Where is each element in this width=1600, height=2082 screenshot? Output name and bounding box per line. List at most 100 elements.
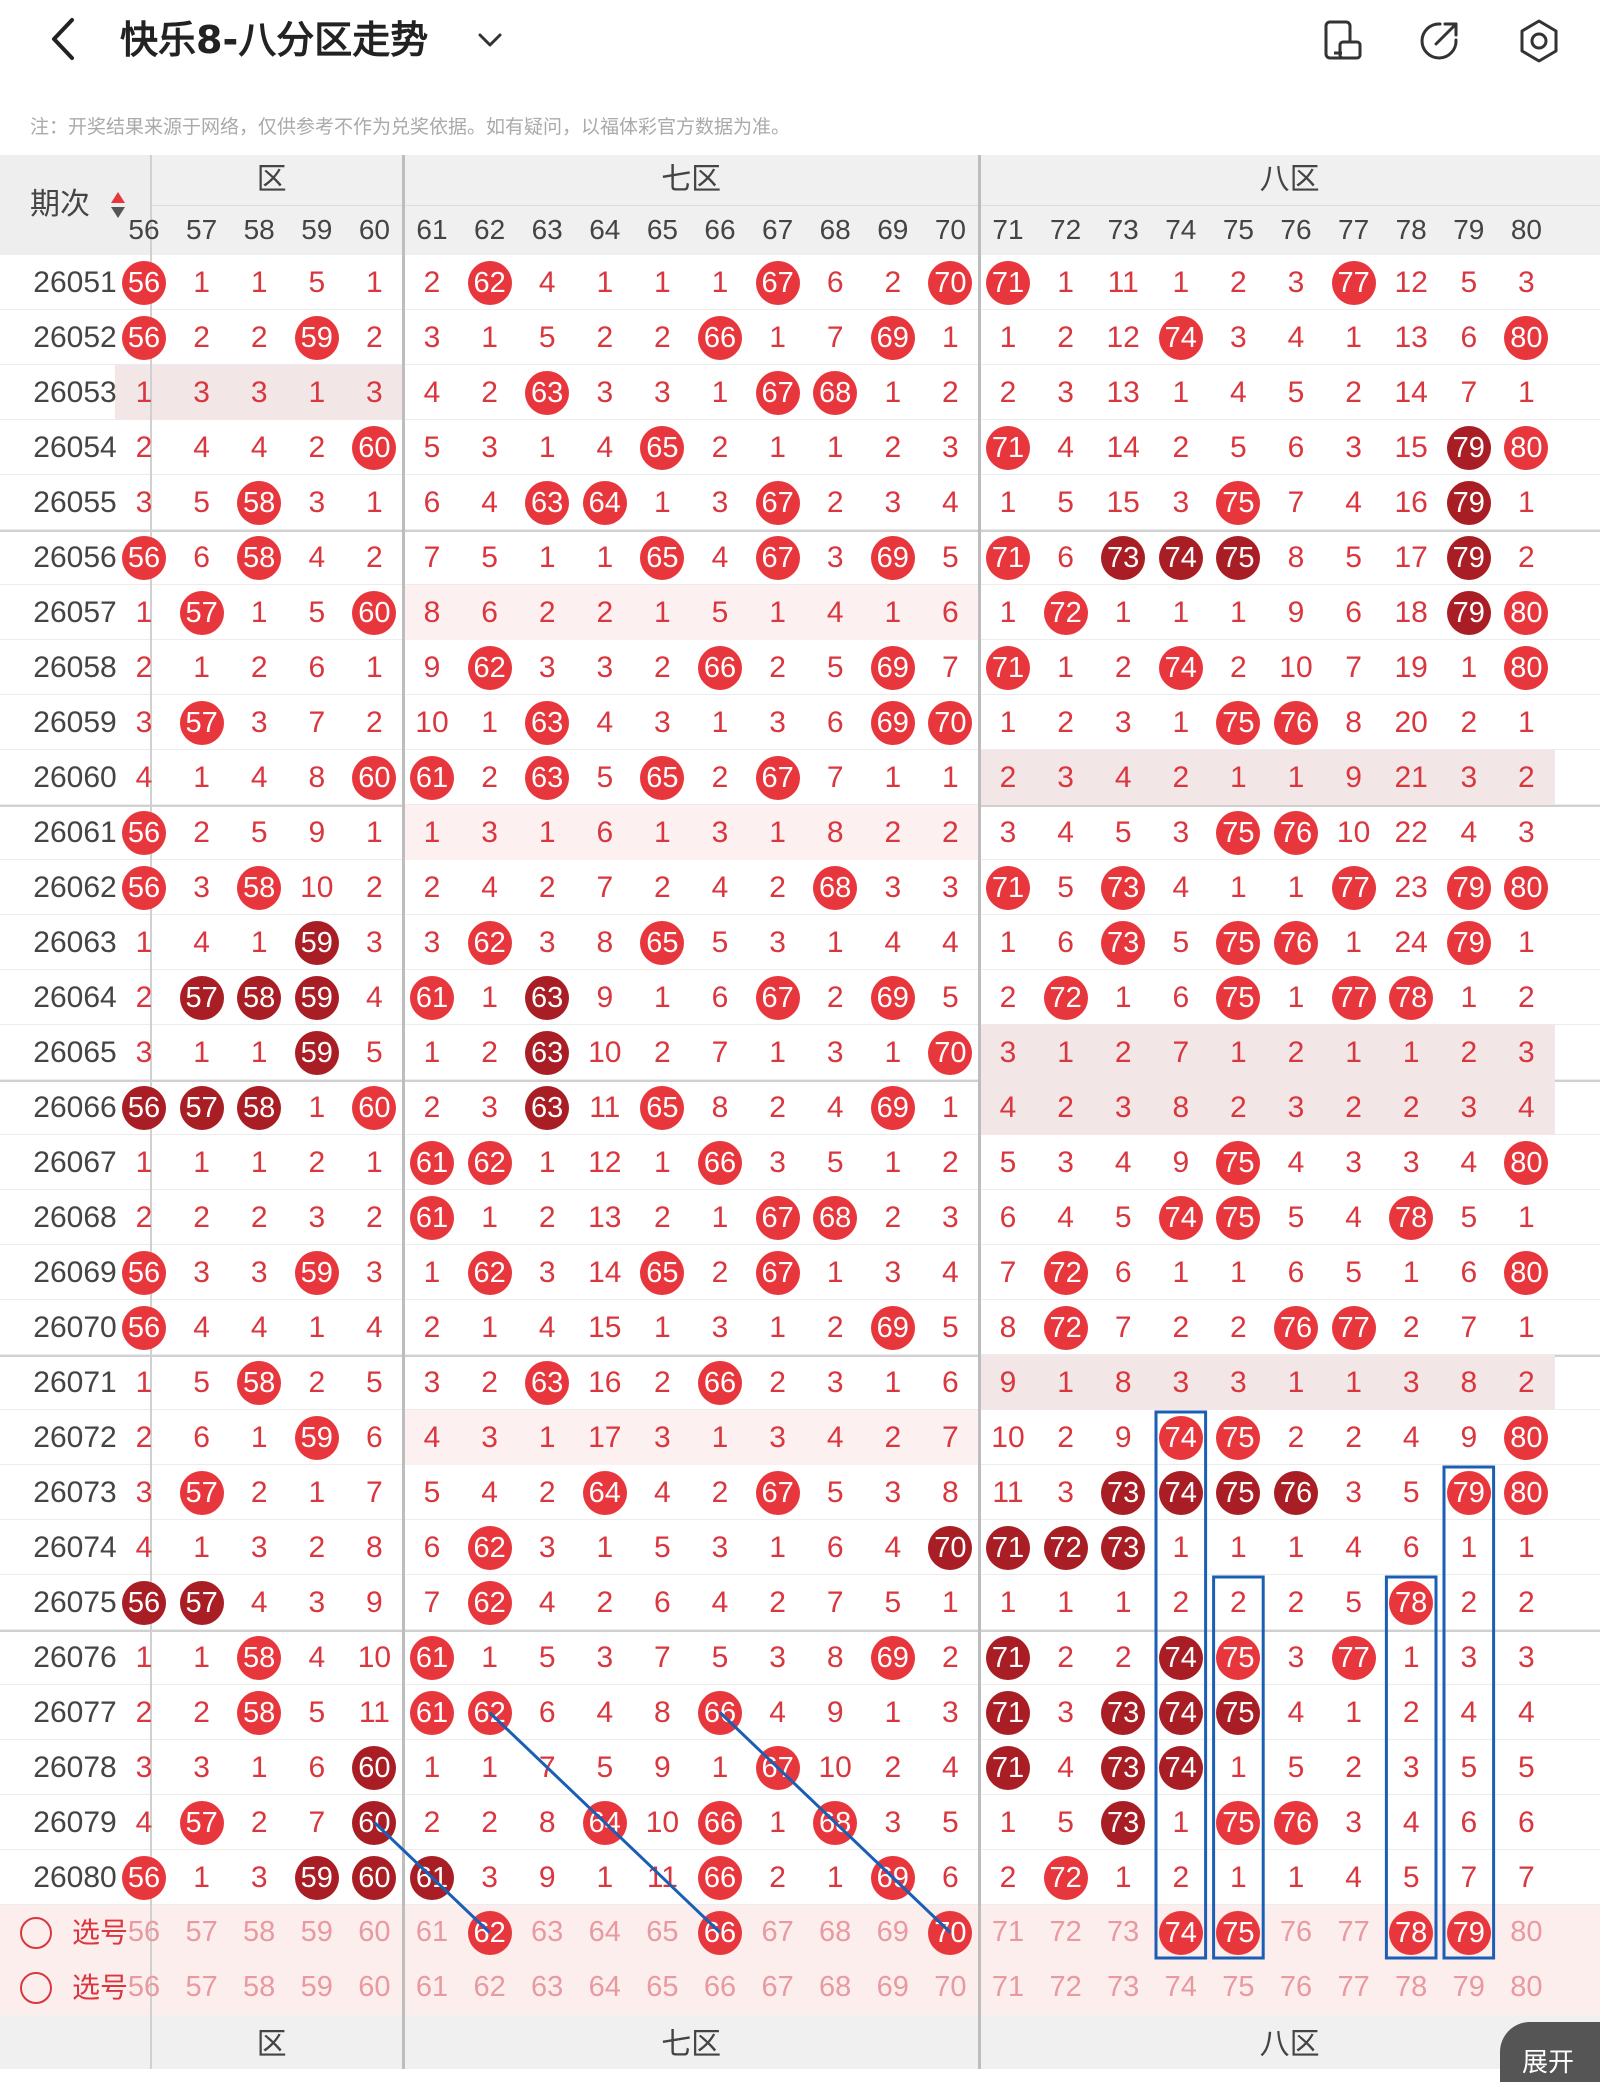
settings-icon[interactable]: [1514, 16, 1564, 66]
miss-count: 4: [942, 486, 959, 519]
hit-ball: 62: [467, 920, 512, 965]
miss-count: 7: [654, 1641, 671, 1674]
selectable-number[interactable]: 64: [588, 1971, 621, 2003]
selectable-number[interactable]: 60: [358, 1971, 391, 2003]
selectable-number[interactable]: 65: [646, 1916, 679, 1948]
miss-count: 1: [769, 596, 786, 629]
miss-count: 2: [481, 376, 498, 409]
column-number-header: 59: [301, 214, 333, 245]
selectable-number[interactable]: 69: [876, 1971, 909, 2003]
miss-count: 5: [1057, 1806, 1074, 1839]
selectable-number[interactable]: 79: [1452, 1971, 1485, 2003]
selectable-number[interactable]: 80: [1510, 1916, 1543, 1948]
row-divider: [0, 1574, 1600, 1575]
selected-number-ball[interactable]: 79: [1446, 1910, 1491, 1955]
selectable-number[interactable]: 65: [646, 1971, 679, 2003]
miss-count: 3: [711, 1311, 729, 1344]
miss-count: 2: [1057, 321, 1074, 354]
miss-count: 3: [596, 1641, 614, 1674]
selectable-number[interactable]: 58: [243, 1971, 276, 2003]
selectable-number[interactable]: 73: [1107, 1971, 1140, 2003]
selectable-number[interactable]: 71: [991, 1916, 1025, 1948]
selectable-number[interactable]: 73: [1107, 1916, 1140, 1948]
selectable-number[interactable]: 70: [934, 1971, 967, 2003]
select-radio[interactable]: [20, 1971, 52, 2004]
selectable-number[interactable]: 58: [243, 1916, 276, 1948]
selectable-number[interactable]: 67: [761, 1971, 794, 2003]
selectable-number[interactable]: 63: [531, 1971, 564, 2003]
issue-number: 26071: [33, 1366, 117, 1399]
miss-count: 6: [366, 1421, 383, 1454]
miss-count: 4: [423, 376, 441, 409]
miss-count: 5: [1345, 1586, 1362, 1619]
miss-count: 1: [654, 486, 671, 519]
select-label[interactable]: 选号: [71, 1916, 128, 1949]
selectable-number[interactable]: 76: [1279, 1916, 1313, 1948]
repeat-hit-ball: 79: [1446, 425, 1491, 470]
miss-count: 9: [423, 651, 441, 684]
miss-count: 3: [1172, 1366, 1190, 1399]
phone-layout-icon[interactable]: [1318, 16, 1368, 66]
selectable-number[interactable]: 62: [473, 1971, 506, 2003]
miss-count: 4: [1345, 1861, 1362, 1894]
miss-count: 2: [942, 1641, 959, 1674]
selectable-number[interactable]: 72: [1049, 1916, 1082, 1948]
selectable-number[interactable]: 68: [819, 1971, 852, 2003]
miss-count: 1: [366, 1146, 383, 1179]
select-radio[interactable]: [20, 1916, 52, 1949]
miss-count: 3: [308, 486, 326, 519]
selectable-number[interactable]: 57: [185, 1971, 218, 2003]
issue-column-header[interactable]: 期次: [30, 187, 90, 222]
selectable-number[interactable]: 56: [127, 1971, 161, 2003]
selectable-number[interactable]: 77: [1337, 1971, 1370, 2003]
selectable-number[interactable]: 75: [1222, 1971, 1255, 2003]
miss-count: 4: [826, 1421, 844, 1454]
selectable-number[interactable]: 74: [1164, 1971, 1197, 2003]
select-label[interactable]: 选号: [71, 1971, 128, 2004]
repeat-hit-ball: 71: [986, 1745, 1030, 1790]
selectable-number[interactable]: 59: [300, 1971, 333, 2003]
selectable-number[interactable]: 76: [1279, 1971, 1313, 2003]
selected-number-ball[interactable]: 74: [1158, 1910, 1203, 1955]
hit-ball: 77: [1331, 1635, 1376, 1680]
expand-button[interactable]: 展开: [1500, 2022, 1600, 2082]
selected-number-ball[interactable]: 78: [1389, 1910, 1434, 1955]
selectable-number[interactable]: 61: [415, 1916, 449, 1948]
hit-ball: 75: [1216, 975, 1261, 1020]
selectable-number[interactable]: 78: [1395, 1971, 1428, 2003]
selectable-number[interactable]: 56: [127, 1916, 161, 1948]
selectable-number[interactable]: 60: [358, 1916, 391, 1948]
selectable-number[interactable]: 66: [703, 1971, 737, 2003]
issue-number: 26076: [33, 1641, 117, 1674]
miss-count: 1: [1172, 1256, 1190, 1289]
selectable-number[interactable]: 64: [588, 1916, 621, 1948]
miss-count: 1: [193, 761, 210, 794]
miss-count: 6: [1460, 1806, 1478, 1839]
miss-count: 3: [1287, 1641, 1305, 1674]
repeat-hit-ball: 63: [525, 1085, 570, 1130]
selectable-number[interactable]: 59: [300, 1916, 333, 1948]
selected-number-ball[interactable]: 75: [1216, 1910, 1261, 1955]
selectable-number[interactable]: 63: [531, 1916, 564, 1948]
selectable-number[interactable]: 67: [761, 1916, 794, 1948]
repeat-hit-ball: 70: [928, 1525, 973, 1570]
miss-count: 1: [999, 321, 1017, 354]
selectable-number[interactable]: 72: [1049, 1971, 1082, 2003]
miss-count: 1: [999, 926, 1017, 959]
selectable-number[interactable]: 68: [819, 1916, 852, 1948]
selectable-number[interactable]: 80: [1510, 1971, 1543, 2003]
chevron-down-icon[interactable]: [470, 22, 510, 58]
share-icon[interactable]: [1414, 16, 1464, 66]
miss-count: 8: [366, 1531, 383, 1564]
page-title[interactable]: 快乐8-八分区走势: [120, 18, 429, 62]
title-bar: 快乐8-八分区走势: [0, 0, 1600, 82]
selectable-number[interactable]: 69: [876, 1916, 909, 1948]
selectable-number[interactable]: 71: [991, 1971, 1025, 2003]
selectable-number[interactable]: 61: [415, 1971, 449, 2003]
sort-icon[interactable]: [110, 190, 126, 220]
selectable-number[interactable]: 57: [185, 1916, 218, 1948]
back-arrow-icon[interactable]: [40, 14, 90, 64]
miss-count: 6: [596, 816, 614, 849]
selectable-number[interactable]: 77: [1337, 1916, 1370, 1948]
miss-count: 1: [193, 1146, 210, 1179]
